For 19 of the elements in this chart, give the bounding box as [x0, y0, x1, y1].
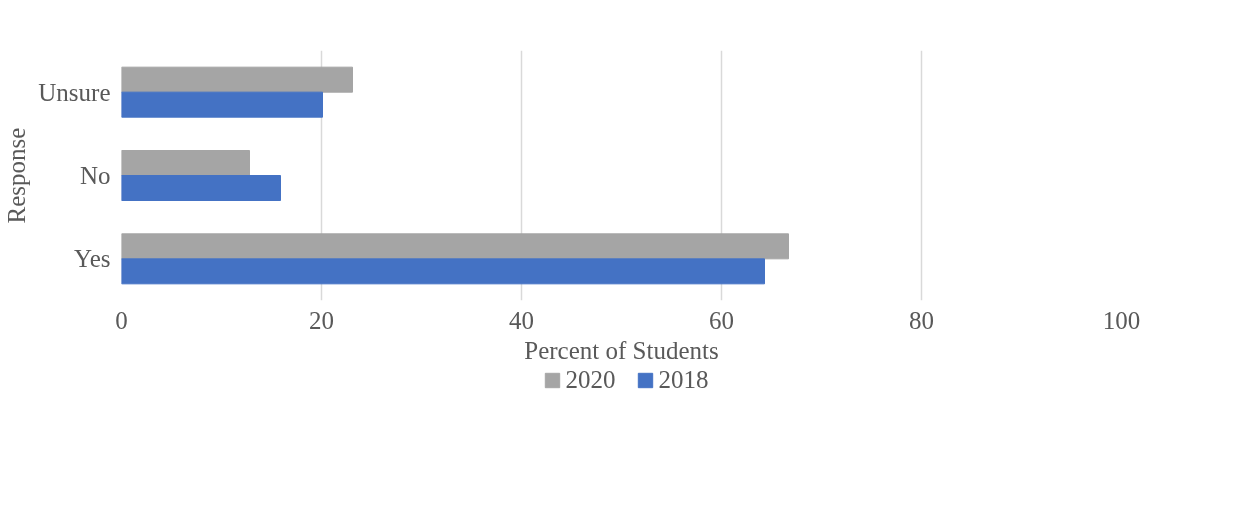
x-axis-title: Percent of Students: [524, 336, 719, 364]
y-tick-label: No: [79, 162, 111, 189]
x-tick-label: 80: [909, 306, 934, 334]
y-tick-label: Unsure: [38, 78, 111, 106]
x-tick-label: 20: [309, 306, 334, 334]
legend-label: 2018: [658, 366, 709, 394]
bar: [121, 233, 789, 260]
y-axis-title: Response: [3, 127, 31, 224]
y-tick-label: Yes: [74, 245, 111, 273]
x-tick-label: 0: [115, 306, 128, 334]
legend-label: 2020: [565, 366, 616, 394]
bar: [121, 175, 281, 201]
bar: [121, 91, 323, 118]
bar: [121, 66, 353, 93]
bar: [121, 258, 765, 285]
x-tick-label: 40: [509, 306, 534, 334]
x-tick-label: 60: [709, 306, 734, 334]
bar: [121, 150, 250, 176]
x-tick-label: 100: [1102, 306, 1141, 334]
